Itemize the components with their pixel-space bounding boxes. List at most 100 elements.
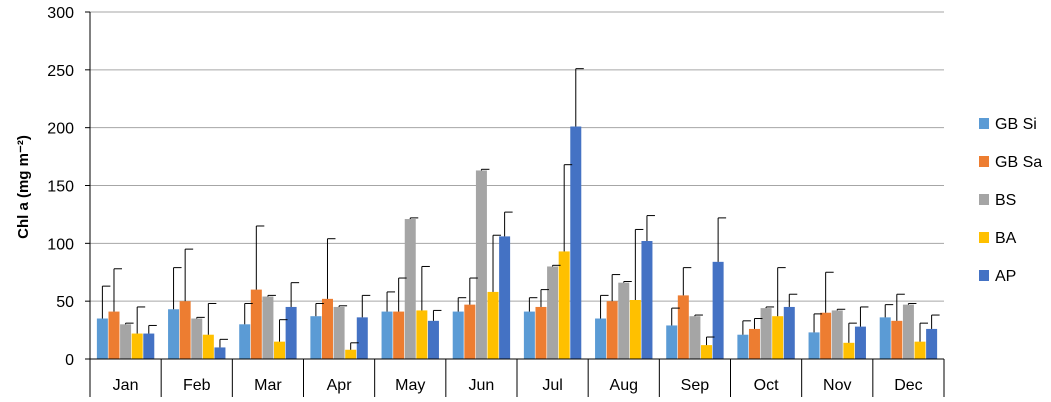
bar-may-ap bbox=[427, 320, 439, 359]
legend-item: GB Sa bbox=[979, 154, 1042, 171]
error-bar bbox=[671, 307, 680, 326]
bar-jul-ba bbox=[558, 251, 570, 359]
error-bar bbox=[753, 318, 763, 329]
legend-label: BS bbox=[995, 192, 1016, 209]
error-bar bbox=[552, 264, 561, 267]
x-tick-label: May bbox=[395, 377, 425, 394]
error-bar bbox=[315, 302, 324, 317]
bar-sep-gb-sa bbox=[677, 295, 689, 359]
y-tick-label: 150 bbox=[47, 179, 74, 196]
error-bar bbox=[682, 267, 692, 296]
y-tick-label: 0 bbox=[65, 352, 74, 369]
x-tick-label: Feb bbox=[183, 377, 211, 394]
bar-jun-ba bbox=[487, 291, 499, 359]
legend-swatch bbox=[979, 232, 989, 243]
error-bar bbox=[634, 228, 644, 301]
bar-aug-bs bbox=[618, 282, 630, 359]
error-bar bbox=[125, 322, 134, 325]
bar-aug-ap bbox=[641, 241, 653, 359]
bar-jul-gb-sa bbox=[535, 306, 547, 359]
bar-feb-gb-sa bbox=[179, 301, 191, 359]
legend-swatch bbox=[979, 270, 989, 281]
y-tick-label: 100 bbox=[47, 236, 74, 253]
bar-aug-gb-sa bbox=[606, 301, 618, 359]
legend-swatch bbox=[979, 156, 989, 167]
legend-label: BA bbox=[995, 230, 1017, 247]
error-bar bbox=[386, 291, 396, 312]
bar-sep-gb-si bbox=[666, 325, 678, 359]
error-bar bbox=[623, 281, 632, 283]
legend-item: BS bbox=[979, 192, 1016, 209]
bar-nov-gb-si bbox=[808, 332, 820, 359]
bar-jun-gb-si bbox=[452, 311, 464, 359]
bar-mar-gb-si bbox=[239, 324, 251, 359]
bar-feb-gb-si bbox=[168, 309, 180, 359]
gridlines bbox=[90, 11, 944, 302]
x-tick-label: Sep bbox=[681, 377, 710, 394]
bar-nov-bs bbox=[831, 310, 843, 359]
error-bar bbox=[563, 164, 573, 252]
bar-may-bs bbox=[404, 219, 416, 359]
x-tick-label: Apr bbox=[327, 377, 353, 394]
bar-apr-gb-si bbox=[310, 316, 322, 359]
error-bar bbox=[611, 274, 621, 302]
error-bar bbox=[338, 305, 348, 307]
y-axis-label: Chl a (mg m⁻²) bbox=[15, 135, 32, 239]
error-bar bbox=[469, 277, 478, 305]
error-bar bbox=[575, 68, 584, 127]
bar-dec-gb-si bbox=[879, 317, 891, 359]
legend-item: AP bbox=[979, 268, 1016, 285]
x-tick-label: Aug bbox=[610, 377, 638, 394]
error-bar bbox=[480, 168, 490, 171]
error-bar bbox=[848, 322, 857, 343]
y-tick-label: 200 bbox=[47, 121, 74, 138]
bar-jul-gb-si bbox=[523, 311, 535, 359]
bar-oct-gb-sa bbox=[748, 328, 760, 359]
bar-mar-ba bbox=[274, 341, 286, 359]
y-axis-ticks: 0 50 100 150 200 250 300 bbox=[47, 5, 90, 369]
bar-mar-gb-sa bbox=[250, 289, 262, 359]
bar-jan-bs bbox=[120, 324, 132, 359]
bar-oct-bs bbox=[760, 308, 772, 359]
legend-label: GB Sa bbox=[995, 154, 1042, 171]
error-bar bbox=[540, 289, 549, 307]
bar-sep-ba bbox=[701, 345, 713, 359]
bar-dec-ap bbox=[926, 328, 938, 359]
error-bar bbox=[457, 297, 467, 312]
error-bar bbox=[432, 309, 442, 321]
error-bar bbox=[919, 322, 929, 342]
bar-aug-gb-si bbox=[595, 318, 607, 359]
bar-oct-gb-si bbox=[737, 334, 749, 359]
y-tick-label: 250 bbox=[47, 63, 74, 80]
bar-feb-ba bbox=[202, 334, 214, 359]
bar-jun-gb-sa bbox=[464, 304, 476, 359]
legend-item: BA bbox=[979, 230, 1017, 247]
error-bar bbox=[290, 282, 300, 307]
bar-jan-gb-sa bbox=[108, 311, 120, 359]
x-tick-label: Mar bbox=[254, 377, 282, 394]
x-axis-ticks: Jan Feb Mar Apr May Jun Jul Aug Sep Oct Nov Dec bbox=[89, 359, 945, 397]
legend-label: AP bbox=[995, 268, 1016, 285]
legend-swatch bbox=[979, 118, 989, 129]
bar-apr-ap bbox=[356, 317, 368, 359]
bar-nov-ap bbox=[854, 326, 866, 359]
error-bar bbox=[361, 294, 371, 318]
x-tick-label: Jul bbox=[542, 377, 562, 394]
error-bar bbox=[173, 267, 182, 310]
legend: GB Si GB Sa BS BA AP bbox=[979, 116, 1042, 285]
legend-item: GB Si bbox=[979, 116, 1037, 133]
bar-oct-ba bbox=[772, 316, 784, 359]
y-tick-label: 50 bbox=[56, 294, 74, 311]
error-bar bbox=[813, 313, 823, 333]
error-bar bbox=[136, 306, 146, 334]
error-bars bbox=[101, 68, 940, 350]
error-bar bbox=[777, 267, 786, 317]
error-bar bbox=[326, 238, 336, 299]
bar-jan-ba bbox=[131, 333, 143, 359]
bar-sep-ap bbox=[712, 261, 724, 359]
error-bar bbox=[421, 265, 430, 311]
error-bar bbox=[279, 319, 288, 342]
bar-nov-gb-sa bbox=[820, 312, 832, 359]
bar-apr-ba bbox=[345, 349, 357, 359]
bar-jun-ap bbox=[499, 236, 511, 359]
